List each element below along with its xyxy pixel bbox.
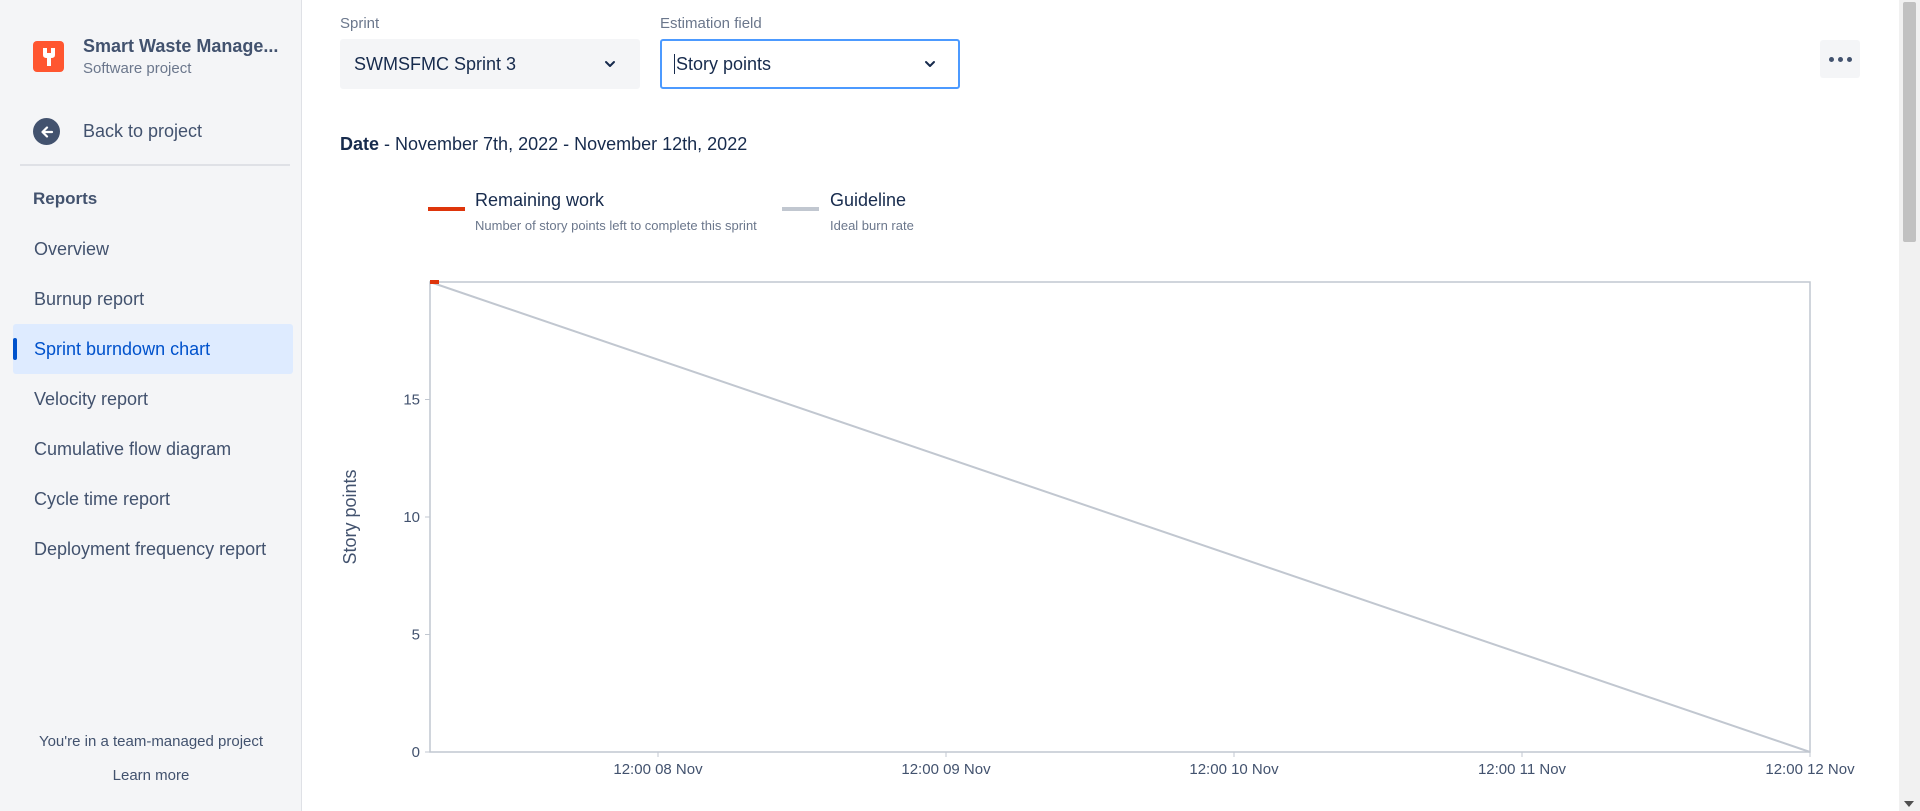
reports-nav: Overview Burnup report Sprint burndown c…: [13, 224, 293, 574]
chevron-down-icon: [925, 61, 935, 67]
text-cursor: [674, 54, 675, 74]
more-actions-button[interactable]: [1820, 40, 1860, 78]
sidebar-item-burnup-report[interactable]: Burnup report: [34, 288, 145, 309]
sidebar-item-cycle-time-report[interactable]: Cycle time report: [34, 488, 171, 509]
sidebar-item-deployment-frequency-report[interactable]: Deployment frequency report: [34, 538, 267, 559]
date-range-value: - November 7th, 2022 - November 12th, 20…: [379, 134, 748, 154]
date-range: Date - November 7th, 2022 - November 12t…: [340, 134, 747, 155]
vertical-scrollbar[interactable]: [1899, 0, 1920, 811]
legend-title: Remaining work: [475, 190, 605, 210]
scroll-down-arrow-icon[interactable]: [1904, 801, 1914, 807]
estimation-field-label: Estimation field: [660, 15, 762, 32]
sidebar-item-overview[interactable]: Overview: [34, 238, 110, 259]
estimation-field-value: Story points: [676, 53, 772, 74]
legend-swatch-guideline: [782, 207, 819, 211]
legend-title: Guideline: [830, 190, 907, 210]
reports-heading: Reports: [33, 189, 98, 208]
x-tick-label: 12:00 12 Nov: [1765, 761, 1855, 778]
sprint-select-value: SWMSFMC Sprint 3: [354, 53, 517, 74]
sidebar-item-velocity-report[interactable]: Velocity report: [34, 388, 149, 409]
x-tick-label: 12:00 11 Nov: [1478, 761, 1567, 778]
legend-description: Ideal burn rate: [830, 218, 914, 233]
y-tick-label: 15: [403, 392, 420, 409]
series-line-guideline: [429, 281, 1811, 753]
x-tick-label: 12:00 09 Nov: [901, 761, 991, 778]
chevron-down-icon: [605, 61, 615, 67]
x-tick-label: 12:00 08 Nov: [613, 761, 703, 778]
sidebar: Smart Waste Manage... Software project B…: [0, 0, 302, 811]
estimation-field-select[interactable]: Story points: [660, 39, 960, 89]
back-to-project-label: Back to project: [83, 121, 203, 141]
sprint-select[interactable]: SWMSFMC Sprint 3: [340, 39, 640, 89]
y-tick-label: 5: [412, 627, 420, 644]
y-tick-label: 10: [403, 509, 420, 526]
sidebar-item-sprint-burndown-chart[interactable]: Sprint burndown chart: [13, 324, 293, 374]
more-dot-icon: [1828, 56, 1834, 62]
date-label: Date: [340, 134, 380, 154]
legend-description: Number of story points left to complete …: [475, 218, 757, 233]
sidebar-item-cumulative-flow-diagram[interactable]: Cumulative flow diagram: [34, 438, 232, 459]
y-tick-label: 0: [412, 744, 420, 761]
sidebar-divider: [20, 164, 290, 166]
x-tick-label: 12:00 10 Nov: [1189, 761, 1279, 778]
learn-more-link[interactable]: Learn more: [112, 767, 190, 784]
burndown-chart: 0 5 10 15 12:00 08 Nov 12:00 09 Nov 12:00 10 N…: [340, 280, 1855, 778]
team-managed-note: You're in a team-managed project: [38, 733, 264, 750]
more-dot-icon: [1846, 56, 1852, 62]
y-axis-label: Story points: [340, 469, 360, 564]
legend-swatch-remaining-work: [428, 207, 465, 211]
more-dot-icon: [1837, 56, 1843, 62]
project-name: Smart Waste Manage...: [83, 36, 279, 56]
project-type: Software project: [83, 60, 192, 77]
arrow-left-icon: [33, 118, 60, 145]
project-avatar-icon: [33, 41, 64, 72]
back-to-project-link[interactable]: Back to project: [33, 118, 202, 145]
scrollbar-thumb[interactable]: [1903, 2, 1916, 242]
sprint-label: Sprint: [340, 15, 380, 32]
project-header[interactable]: Smart Waste Manage... Software project: [33, 36, 278, 77]
